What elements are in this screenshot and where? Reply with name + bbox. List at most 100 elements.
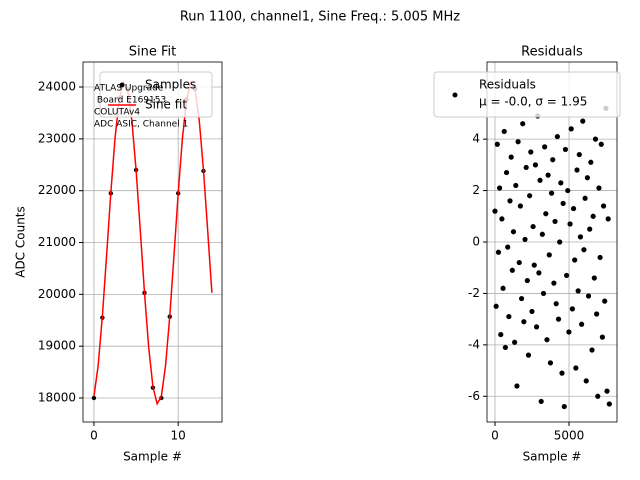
point (538, 398, 544, 405)
point (509, 267, 515, 273)
point (499, 216, 505, 222)
legend-marker (119, 82, 125, 88)
point (555, 316, 562, 322)
point (567, 221, 573, 227)
point (497, 185, 503, 191)
point (498, 331, 504, 338)
point (597, 254, 603, 261)
point (590, 213, 596, 219)
point (595, 393, 601, 399)
point (602, 298, 608, 304)
point (577, 234, 584, 240)
point (542, 144, 548, 150)
annotation: ADC ASIC, Channel 1 (94, 120, 188, 130)
panel-title: Residuals (521, 45, 583, 60)
point (520, 121, 526, 127)
point (528, 149, 534, 155)
point (514, 383, 520, 389)
point (573, 365, 579, 371)
point (600, 203, 607, 209)
point (495, 249, 502, 255)
point (570, 205, 577, 212)
panel-title: Sine Fit (129, 45, 176, 60)
point (561, 403, 567, 410)
point (574, 167, 580, 173)
legend-marker (452, 92, 458, 98)
point (547, 360, 554, 366)
point (588, 159, 594, 165)
point (580, 118, 586, 124)
point (502, 344, 508, 351)
annotation: Board E169153 (94, 96, 166, 106)
point (540, 290, 547, 297)
point (576, 151, 582, 158)
point (532, 162, 539, 168)
point (533, 324, 540, 330)
point (562, 146, 569, 153)
axes-frame (82, 61, 223, 423)
point (584, 175, 590, 181)
point (566, 329, 572, 335)
point (548, 190, 555, 196)
axes-frame (486, 61, 618, 423)
figure-title: Run 1100, channel1, Sine Freq.: 5.005 MH… (180, 10, 460, 25)
point (508, 154, 514, 160)
point (521, 319, 527, 325)
point (492, 208, 498, 214)
point (536, 270, 542, 276)
x-tick-label: 10 (171, 429, 186, 443)
point (568, 126, 574, 132)
point (563, 272, 570, 279)
point (517, 203, 524, 209)
legend-label: Samples (145, 78, 196, 92)
x-axis-label: Sample # (523, 450, 582, 464)
legend-label: Residuals (479, 78, 536, 92)
point (537, 177, 543, 183)
point (565, 187, 571, 194)
point (501, 128, 507, 135)
point (605, 216, 611, 222)
y-tick-label: 20000 (38, 287, 76, 301)
point (507, 198, 513, 204)
point (510, 229, 517, 235)
point (505, 244, 511, 250)
point (545, 172, 551, 178)
point (91, 395, 97, 401)
point (575, 288, 581, 294)
x-tick-label: 0 (491, 429, 499, 443)
point (557, 239, 563, 245)
point (579, 321, 585, 327)
x-axis-label: Sample # (123, 450, 182, 464)
point (506, 313, 512, 320)
point (558, 180, 564, 186)
point (560, 200, 566, 207)
y-tick-label: 19000 (38, 339, 76, 353)
legend-note: μ = -0.0, σ = 1.95 (479, 95, 587, 109)
x-tick-label: 0 (90, 429, 98, 443)
point (544, 337, 550, 343)
point (527, 193, 533, 199)
y-tick-label: 24000 (38, 80, 76, 94)
point (503, 169, 510, 176)
y-tick-label: -4 (468, 337, 480, 351)
point (551, 280, 557, 286)
point (515, 139, 521, 145)
point (523, 164, 529, 171)
point (589, 347, 595, 353)
point (606, 401, 612, 407)
point (494, 141, 500, 147)
point (585, 293, 592, 299)
y-tick-label: -6 (468, 389, 480, 403)
y-tick-label: 2 (472, 183, 480, 197)
point (493, 303, 499, 309)
point (581, 247, 587, 253)
point (531, 262, 537, 268)
point (604, 388, 610, 394)
annotation: ATLAS Upgrade (94, 84, 164, 94)
y-tick-label: 21000 (38, 235, 76, 249)
point (546, 252, 552, 258)
point (539, 231, 545, 237)
y-tick-label: 22000 (38, 183, 76, 197)
point (552, 218, 558, 225)
